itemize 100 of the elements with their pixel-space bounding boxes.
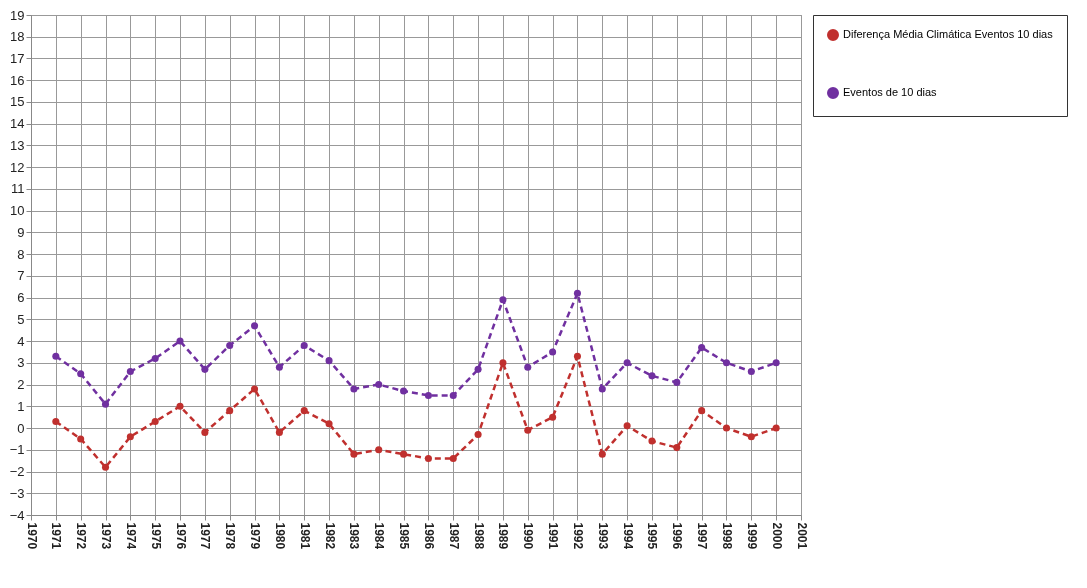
point: [673, 378, 681, 386]
y-tick-label: 8: [17, 246, 25, 262]
point: [275, 428, 283, 436]
point: [350, 450, 358, 458]
x-tick-label: 1979: [248, 522, 263, 550]
point: [226, 341, 234, 349]
point: [300, 407, 308, 415]
point: [400, 387, 408, 395]
point: [176, 402, 184, 410]
point: [499, 359, 507, 367]
point: [325, 420, 333, 428]
point: [573, 289, 581, 297]
y-tick-label: −3: [9, 485, 25, 501]
y-tick-label: 1: [17, 398, 25, 414]
x-tick-label: 1984: [372, 522, 387, 550]
point: [251, 322, 259, 330]
point: [623, 359, 631, 367]
point: [598, 385, 606, 393]
point: [176, 337, 184, 345]
point: [747, 433, 755, 441]
x-tick-label: 1986: [421, 522, 436, 550]
y-tick-label: 6: [17, 290, 25, 306]
point: [375, 446, 383, 454]
point: [772, 424, 780, 432]
y-tick-label: 16: [10, 72, 25, 88]
point: [673, 444, 681, 452]
x-tick-label: 1991: [546, 522, 561, 550]
y-tick-label: 14: [10, 116, 25, 132]
point: [52, 417, 60, 426]
y-tick-label: −4: [9, 507, 25, 523]
point: [52, 352, 60, 360]
y-tick-label: 0: [17, 420, 25, 436]
point: [698, 407, 706, 415]
point: [77, 370, 85, 378]
point: [499, 296, 507, 304]
x-tick-label: 1988: [471, 522, 486, 550]
x-tick-label: 2001: [794, 522, 809, 550]
point: [126, 433, 134, 441]
x-tick-label: 1989: [496, 522, 511, 550]
y-tick-label: 13: [10, 137, 25, 153]
point: [722, 359, 731, 367]
y-tick-label: 9: [17, 224, 25, 240]
x-tick-label: 1971: [49, 522, 64, 550]
x-tick-label: 1985: [397, 522, 412, 550]
point: [126, 367, 134, 376]
x-tick-label: 1994: [620, 522, 635, 550]
point: [474, 365, 482, 373]
point: [424, 391, 432, 399]
legend-label: Eventos de 10 dias: [843, 86, 938, 98]
y-tick-label: 15: [10, 94, 25, 110]
point: [449, 391, 457, 399]
x-tick-label: 1996: [670, 522, 685, 550]
point: [772, 359, 780, 367]
point: [350, 385, 358, 393]
point: [275, 363, 283, 371]
y-tick-label: −1: [9, 442, 25, 458]
y-tick-label: 2: [17, 377, 25, 393]
point: [449, 454, 457, 463]
point: [101, 463, 110, 471]
x-tick-label: 1999: [744, 522, 759, 550]
x-tick-label: 1976: [173, 522, 188, 550]
point: [101, 400, 110, 408]
point: [151, 417, 159, 426]
legend-label: Diferença Média Climática Eventos 10 dias: [843, 28, 1054, 40]
y-tick-label: 4: [17, 333, 25, 349]
x-tick-label: 2000: [769, 522, 784, 550]
point: [648, 372, 656, 380]
x-tick-label: 1993: [595, 522, 610, 550]
x-tick-label: 1983: [347, 522, 362, 550]
point: [226, 407, 234, 415]
point: [524, 426, 532, 434]
y-tick-label: −2: [9, 464, 25, 480]
point: [300, 341, 308, 349]
y-tick-label: 19: [10, 7, 25, 23]
x-tick-label: 1974: [123, 522, 138, 550]
point: [201, 365, 209, 373]
point: [251, 385, 259, 393]
point: [722, 424, 731, 432]
point: [325, 357, 333, 365]
y-tick-label: 7: [17, 268, 25, 284]
x-tick-label: 1978: [223, 522, 238, 550]
point: [524, 363, 532, 371]
point: [648, 437, 656, 445]
x-tick-label: 1970: [24, 522, 39, 550]
x-tick-label: 1981: [297, 522, 312, 550]
y-tick-label: 12: [10, 159, 25, 175]
x-tick-label: 1975: [148, 522, 163, 550]
x-tick-label: 1990: [521, 522, 536, 550]
y-tick-label: 18: [10, 29, 25, 45]
point: [375, 381, 383, 389]
x-tick-label: 1982: [322, 522, 337, 550]
point: [549, 413, 557, 421]
x-tick-label: 1998: [719, 522, 734, 550]
point: [151, 354, 159, 363]
y-tick-label: 17: [10, 50, 25, 66]
point: [400, 450, 408, 458]
point: [698, 344, 706, 352]
x-tick-label: 1973: [99, 522, 114, 550]
point: [77, 435, 85, 443]
point: [201, 428, 209, 436]
